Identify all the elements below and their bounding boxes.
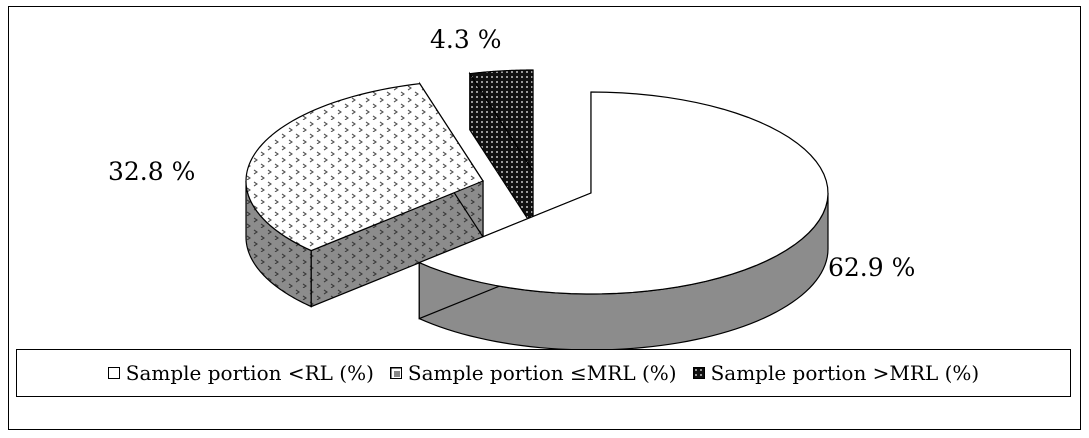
legend-item-1: Sample portion <RL (%) (107, 361, 374, 385)
legend-item-3: Sample portion >MRL (%) (692, 361, 980, 385)
slice-label-2: 32.8 % (108, 157, 195, 186)
legend-label-2: Sample portion ≤MRL (%) (407, 361, 677, 385)
pie-slice-3-top (468, 69, 534, 174)
legend-item-2: Sample portion ≤MRL (%) (389, 361, 677, 385)
slice-label-1: 62.9 % (828, 253, 915, 282)
pie-slice-2-top (245, 83, 484, 252)
legend-label-3: Sample portion >MRL (%) (710, 361, 980, 385)
pie-slice-2 (245, 81, 484, 308)
legend-swatch-white (107, 367, 120, 379)
slice-label-3: 4.3 % (430, 25, 501, 54)
legend-label-1: Sample portion <RL (%) (125, 361, 374, 385)
legend-swatch-dotted-dark (692, 367, 705, 379)
pie-slice-3 (468, 69, 534, 230)
pie-slice-1-top (417, 91, 829, 295)
legend-swatch-dotted-light (389, 367, 402, 379)
legend: Sample portion <RL (%) Sample portion ≤M… (16, 349, 1071, 397)
pie-slice-1 (417, 91, 829, 351)
